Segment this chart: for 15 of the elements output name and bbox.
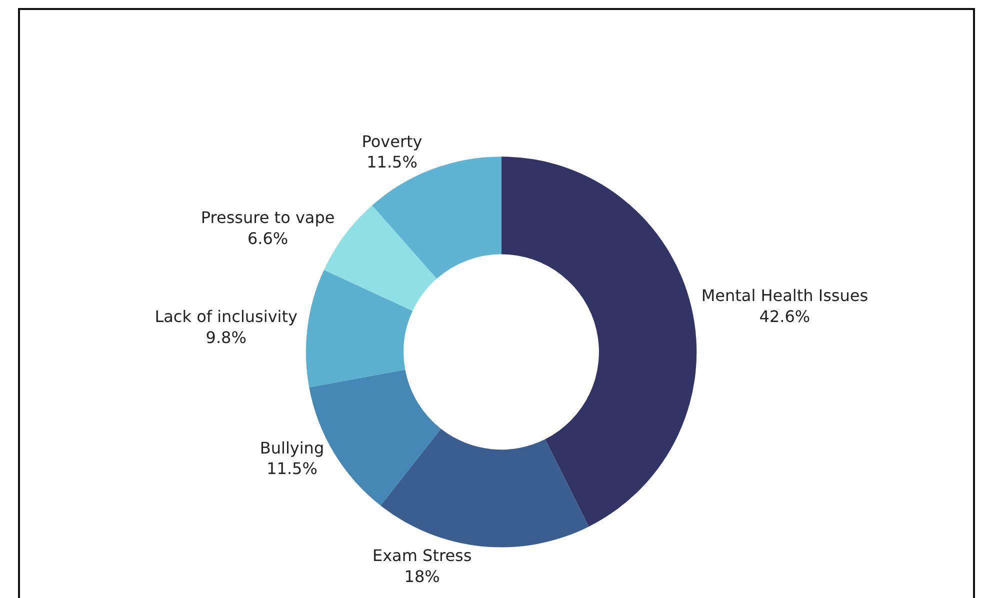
slice-label: Poverty (362, 132, 422, 151)
donut-slice (380, 428, 589, 548)
slice-label: Mental Health Issues (701, 286, 868, 305)
slice-label: Lack of inclusivity (154, 307, 298, 326)
slice-label: Pressure to vape (200, 208, 335, 228)
data-label: 6.6% (247, 228, 288, 248)
slice-label: Bullying (260, 438, 324, 458)
data-label: 9.8% (206, 328, 246, 348)
data-label: 42.6% (759, 306, 810, 326)
donut-slice (501, 156, 696, 527)
slice-label: Exam Stress (372, 546, 472, 566)
data-label: 18% (404, 566, 440, 586)
data-label: 11.5% (266, 459, 318, 478)
data-label: 11.5% (366, 152, 418, 172)
donut-slice (306, 270, 413, 388)
